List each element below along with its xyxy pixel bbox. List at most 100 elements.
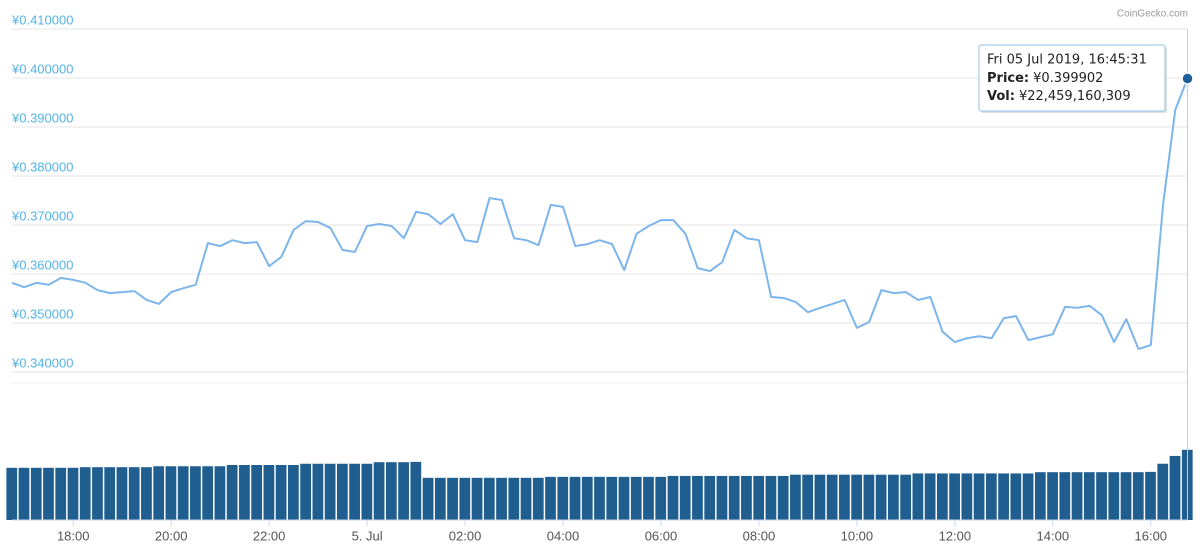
y-tick-label: ¥0.350000 — [11, 306, 73, 321]
volume-bar — [385, 462, 397, 520]
volume-bar — [716, 475, 728, 520]
volume-bar — [924, 473, 936, 520]
y-tick-label: ¥0.410000 — [11, 12, 73, 27]
volume-bar — [508, 477, 520, 520]
volume-bar — [606, 476, 618, 520]
volume-bar — [900, 474, 911, 520]
volume-bar — [753, 475, 765, 520]
volume-bar — [214, 466, 226, 520]
volume-bar — [863, 474, 875, 520]
tooltip-price-value: ¥0.399902 — [1033, 71, 1103, 86]
volume-bar — [128, 467, 140, 520]
volume-bar — [190, 466, 201, 520]
tooltip-volume-label: Vol: — [987, 89, 1015, 104]
volume-bar — [483, 477, 495, 520]
volume-bar — [728, 475, 740, 520]
volume-bar — [434, 477, 446, 520]
x-tick-label: 04:00 — [547, 528, 580, 543]
volume-bar — [349, 463, 360, 520]
volume-bar — [496, 477, 507, 520]
tooltip-volume-value: ¥22,459,160,309 — [1019, 89, 1131, 104]
x-tick-label: 06:00 — [645, 528, 678, 543]
volume-bar — [324, 463, 336, 520]
volume-bar — [275, 465, 287, 520]
volume-bar — [839, 474, 850, 520]
x-tick-label: 10:00 — [841, 528, 874, 543]
volume-bar — [398, 462, 409, 520]
volume-bar — [802, 474, 814, 520]
volume-bar — [1034, 472, 1046, 520]
volume-bar — [18, 467, 30, 520]
volume-bar — [447, 477, 458, 520]
volume-bar — [251, 465, 263, 520]
volume-bar — [422, 477, 434, 520]
volume-bar — [545, 476, 556, 520]
hover-point — [1181, 72, 1194, 85]
x-tick-label: 12:00 — [939, 528, 972, 543]
volume-bar — [790, 474, 801, 520]
volume-bar — [1071, 472, 1083, 520]
volume-bar — [1096, 472, 1107, 520]
tooltip-date: Fri 05 Jul 2019, 16:45:31 — [987, 53, 1147, 68]
volume-bar — [410, 461, 422, 520]
volume-bar — [92, 467, 103, 520]
volume-bar — [226, 465, 238, 520]
volume-bar — [361, 463, 373, 520]
y-tick-label: ¥0.380000 — [11, 159, 73, 174]
volume-bar — [336, 463, 348, 520]
volume-bar — [936, 473, 948, 520]
x-tick-label: 08:00 — [743, 528, 776, 543]
volume-bar — [520, 477, 532, 520]
volume-bar — [973, 473, 985, 520]
x-tick-label: 20:00 — [155, 528, 188, 543]
volume-bar — [961, 473, 973, 520]
volume-bar — [55, 467, 67, 520]
volume-bar — [141, 467, 152, 520]
volume-bar — [116, 467, 128, 520]
volume-bar — [30, 467, 42, 520]
volume-bar — [655, 476, 667, 520]
volume-bar — [765, 475, 777, 520]
x-tick-label: 18:00 — [57, 528, 90, 543]
y-tick-label: ¥0.370000 — [11, 208, 73, 223]
volume-bar — [43, 467, 54, 520]
x-tick-label: 5. Jul — [352, 528, 383, 543]
volume-bar — [104, 467, 116, 520]
volume-bar — [667, 475, 679, 520]
x-tick-label: 22:00 — [253, 528, 286, 543]
volume-bar — [79, 467, 91, 520]
volume-bar — [949, 473, 960, 520]
volume-bar — [459, 477, 471, 520]
volume-bar — [202, 466, 214, 520]
volume-bar — [581, 476, 593, 520]
tooltip-price: Price: ¥0.399902 — [987, 71, 1103, 86]
volume-bar — [888, 474, 899, 520]
volume-bar — [153, 466, 165, 520]
volume-bar — [288, 465, 299, 520]
volume-bar — [300, 463, 311, 520]
x-tick-label: 02:00 — [449, 528, 482, 543]
volume-bar — [165, 466, 177, 520]
volume-bar — [6, 467, 18, 520]
volume-bar — [985, 473, 997, 520]
volume-bar — [826, 474, 838, 520]
volume-bar — [692, 475, 703, 520]
volume-bar — [1132, 472, 1144, 520]
volume-bar — [618, 476, 630, 520]
tooltip-box — [978, 44, 1166, 112]
volume-bar — [851, 474, 863, 520]
volume-bar — [557, 476, 569, 520]
y-tick-label: ¥0.390000 — [11, 110, 73, 125]
volume-bar — [532, 477, 544, 520]
volume-bar — [1157, 463, 1169, 520]
volume-bar — [643, 476, 654, 520]
volume-bar — [1108, 472, 1120, 520]
volume-bar — [177, 466, 189, 520]
x-tick-label: 16:00 — [1135, 528, 1168, 543]
volume-bar — [1169, 455, 1181, 520]
volume-bar — [912, 473, 924, 520]
volume-bar — [777, 475, 789, 520]
volume-bar — [594, 476, 605, 520]
volume-bar — [239, 465, 250, 520]
